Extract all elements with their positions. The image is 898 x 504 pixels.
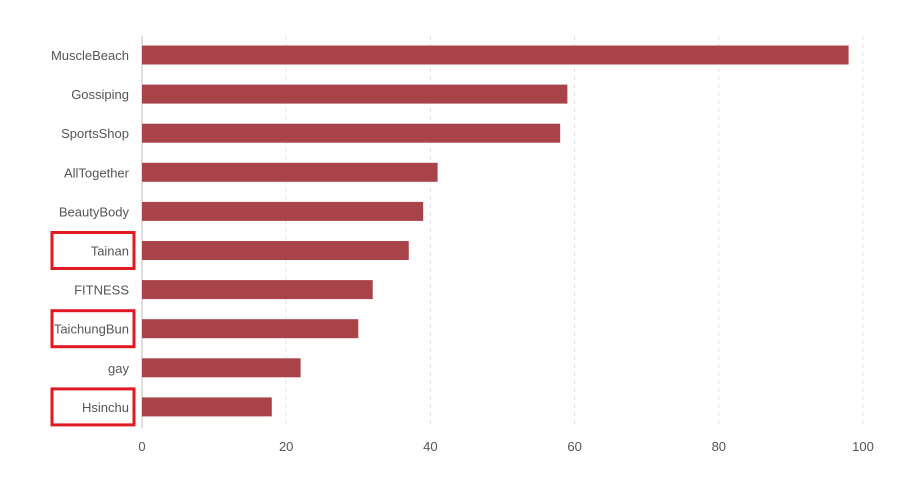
category-label: SportsShop <box>61 126 129 141</box>
bar <box>142 162 438 182</box>
x-axis-ticks: 0 20 40 60 80 100 <box>138 439 873 454</box>
bar <box>142 358 301 378</box>
bar <box>142 84 568 104</box>
bars <box>142 45 849 417</box>
category-label: BeautyBody <box>59 204 130 219</box>
x-tick-label: 20 <box>279 439 293 454</box>
x-tick-label: 0 <box>138 439 145 454</box>
highlight-box <box>50 309 136 349</box>
category-label: Tainan <box>91 244 129 259</box>
category-labels: MuscleBeach Gossiping SportsShop AllTogethe… <box>51 48 130 415</box>
x-tick-label: 80 <box>712 439 726 454</box>
bar <box>142 280 373 300</box>
bar <box>142 397 272 417</box>
category-label: Hsinchu <box>82 400 129 415</box>
bar <box>142 123 561 143</box>
x-tick-label: 100 <box>852 439 874 454</box>
highlight-box <box>50 231 136 270</box>
category-label: gay <box>108 361 129 376</box>
x-tick-label: 60 <box>567 439 581 454</box>
category-label: FITNESS <box>74 283 129 298</box>
bar <box>142 45 849 65</box>
category-label: TaichungBun <box>54 322 129 337</box>
category-label: Gossiping <box>71 87 129 102</box>
bar <box>142 201 424 221</box>
bar <box>142 319 359 339</box>
x-tick-label: 40 <box>423 439 437 454</box>
category-label: AllTogether <box>64 165 130 180</box>
bar <box>142 241 409 260</box>
category-label: MuscleBeach <box>51 48 129 63</box>
highlight-box <box>50 387 136 427</box>
highlight-boxes <box>50 231 136 427</box>
